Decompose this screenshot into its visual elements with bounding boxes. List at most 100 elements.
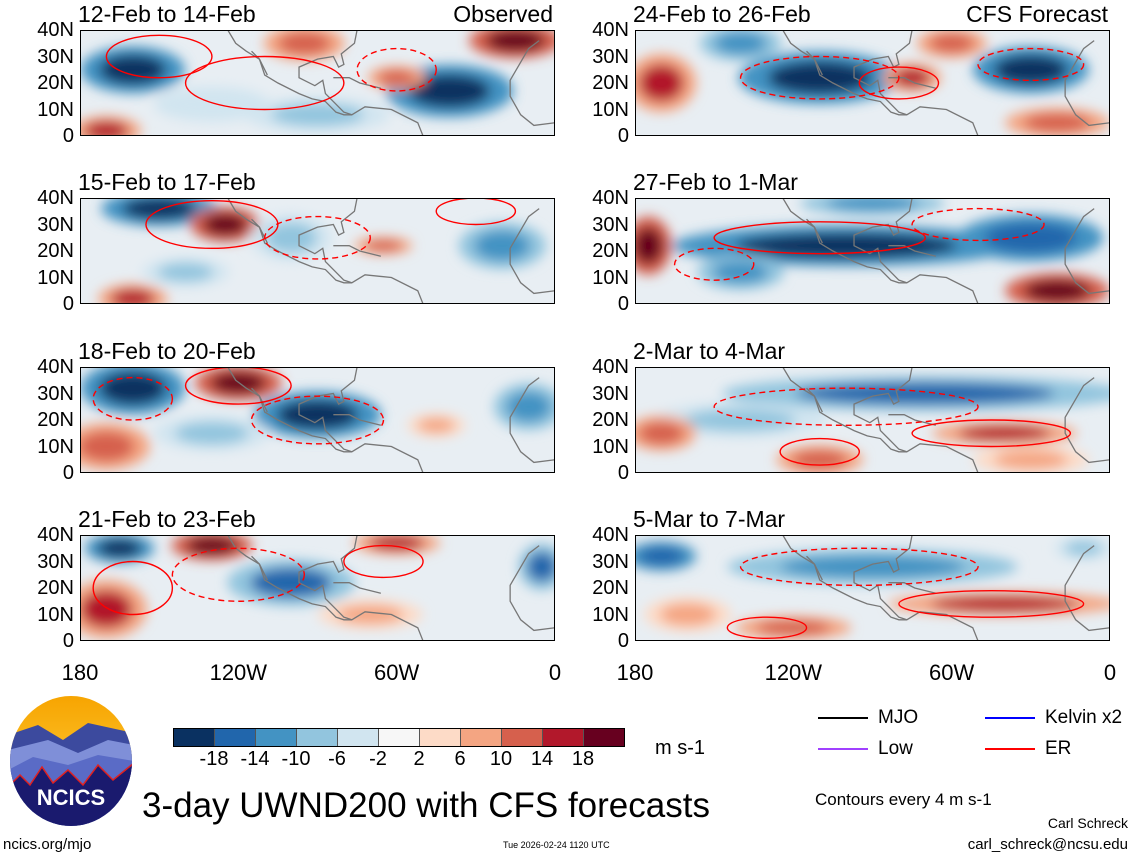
- map-panel: [635, 30, 1110, 136]
- coastline: [853, 30, 913, 116]
- er-contour-positive: [713, 221, 926, 255]
- er-contour-positive: [184, 55, 345, 111]
- lat-tick: 20N: [37, 577, 74, 599]
- coastline: [806, 555, 823, 581]
- lat-tick: 20N: [37, 240, 74, 262]
- panel-frame: [635, 30, 1110, 136]
- anomaly-core: [993, 54, 1068, 85]
- panel-title: 5-Mar to 7-Mar: [633, 506, 786, 532]
- er-contour-positive: [858, 66, 940, 100]
- anomaly-core: [768, 61, 872, 95]
- er-contour-positive: [726, 616, 808, 640]
- logo-text: NCICS: [37, 785, 105, 810]
- coastline: [333, 582, 381, 594]
- lat-tick: 10N: [592, 98, 629, 121]
- map-panel: [80, 30, 555, 136]
- er-contour-positive: [184, 367, 292, 405]
- legend-er: ER: [985, 738, 1071, 760]
- anomaly-core: [780, 555, 965, 578]
- lon-tick: 60W: [374, 660, 420, 685]
- coastline: [780, 30, 979, 136]
- anomaly-core: [99, 54, 167, 85]
- lon-tick: 180: [616, 660, 654, 685]
- colorbar-tick: -2: [369, 748, 387, 770]
- coastline: [1064, 40, 1110, 127]
- map-panel: [635, 198, 1110, 304]
- email: carl_schreck@ncsu.edu: [967, 836, 1128, 853]
- anomaly-core: [202, 213, 248, 236]
- coastline: [780, 198, 979, 304]
- coastline: [509, 208, 555, 295]
- lat-tick: 0: [617, 630, 629, 652]
- legend-swatch: [985, 717, 1035, 719]
- anomaly-core: [186, 536, 238, 555]
- anomaly-core: [278, 32, 331, 55]
- coastline: [225, 30, 424, 136]
- anomaly-core: [893, 68, 931, 87]
- coastline: [225, 367, 424, 473]
- er-contour-negative: [977, 47, 1085, 82]
- anomaly-core: [929, 33, 974, 53]
- er-contour-negative: [171, 547, 306, 602]
- colorbar-swatch: [174, 729, 215, 746]
- coastline: [225, 535, 424, 641]
- lat-tick: 30N: [37, 382, 74, 405]
- coastline: [780, 535, 979, 641]
- lat-tick: 0: [62, 630, 74, 652]
- colorbar-swatch: [256, 729, 297, 746]
- lat-tick: 20N: [592, 72, 629, 94]
- panel-title: 27-Feb to 1-Mar: [633, 169, 798, 195]
- legend-label: Kelvin x2: [1045, 707, 1123, 728]
- lat-tick: 0: [62, 462, 74, 484]
- coastline: [853, 535, 913, 621]
- legend-label: Low: [878, 738, 913, 759]
- anomaly-core: [958, 425, 1051, 441]
- coastline: [888, 414, 936, 426]
- coastline: [888, 245, 936, 257]
- map-panel: [635, 535, 1110, 641]
- anomaly-core: [714, 32, 767, 55]
- anomaly-core: [99, 371, 167, 405]
- panel-frame: [80, 198, 555, 304]
- main-title: 3-day UWND200 with CFS forecasts: [142, 786, 710, 825]
- anomaly-core: [527, 551, 555, 582]
- lat-tick: 30N: [37, 550, 74, 573]
- lat-tick: 40N: [592, 356, 629, 378]
- lat-tick: 0: [617, 293, 629, 315]
- er-contour-negative: [92, 376, 174, 421]
- colorbar-swatch: [297, 729, 338, 746]
- colorbar-tick: 18: [571, 748, 595, 770]
- panel-frame: [80, 30, 555, 136]
- lat-tick: 10N: [37, 98, 74, 121]
- ncics-logo: NCICS: [8, 695, 134, 827]
- contour-note: Contours every 4 m s-1: [815, 790, 992, 809]
- panel-title: 24-Feb to 26-Feb: [633, 1, 811, 27]
- coastline: [1064, 208, 1110, 295]
- site-link[interactable]: ncics.org/mjo: [3, 836, 92, 853]
- anomaly-core: [365, 240, 402, 252]
- lon-tick: 120W: [764, 660, 823, 685]
- coastline: [1064, 545, 1110, 632]
- colorbar-tick: 14: [530, 748, 554, 770]
- legend-swatch: [985, 748, 1035, 750]
- lat-tick: 20N: [592, 240, 629, 262]
- coastline: [298, 198, 358, 284]
- lat-tick: 0: [62, 293, 74, 315]
- panel-frame: [80, 367, 555, 473]
- er-contour-positive: [911, 419, 1072, 448]
- lat-tick: 10N: [592, 266, 629, 289]
- anomaly-core: [97, 538, 142, 558]
- column-label: Observed: [453, 1, 553, 27]
- lat-tick: 40N: [37, 187, 74, 209]
- er-contour-positive: [145, 199, 279, 250]
- panel-frame: [635, 535, 1110, 641]
- timestamp: Tue 2026-02-24 1120 UTC: [503, 840, 610, 850]
- panel-title: 18-Feb to 20-Feb: [78, 338, 256, 364]
- colorbar-swatch: [215, 729, 256, 746]
- coastline: [298, 367, 358, 453]
- lon-tick: 60W: [929, 660, 975, 685]
- colorbar-swatch: [338, 729, 379, 746]
- lon-tick: 180: [61, 660, 99, 685]
- coastline: [853, 198, 913, 284]
- anomaly-core: [485, 30, 545, 52]
